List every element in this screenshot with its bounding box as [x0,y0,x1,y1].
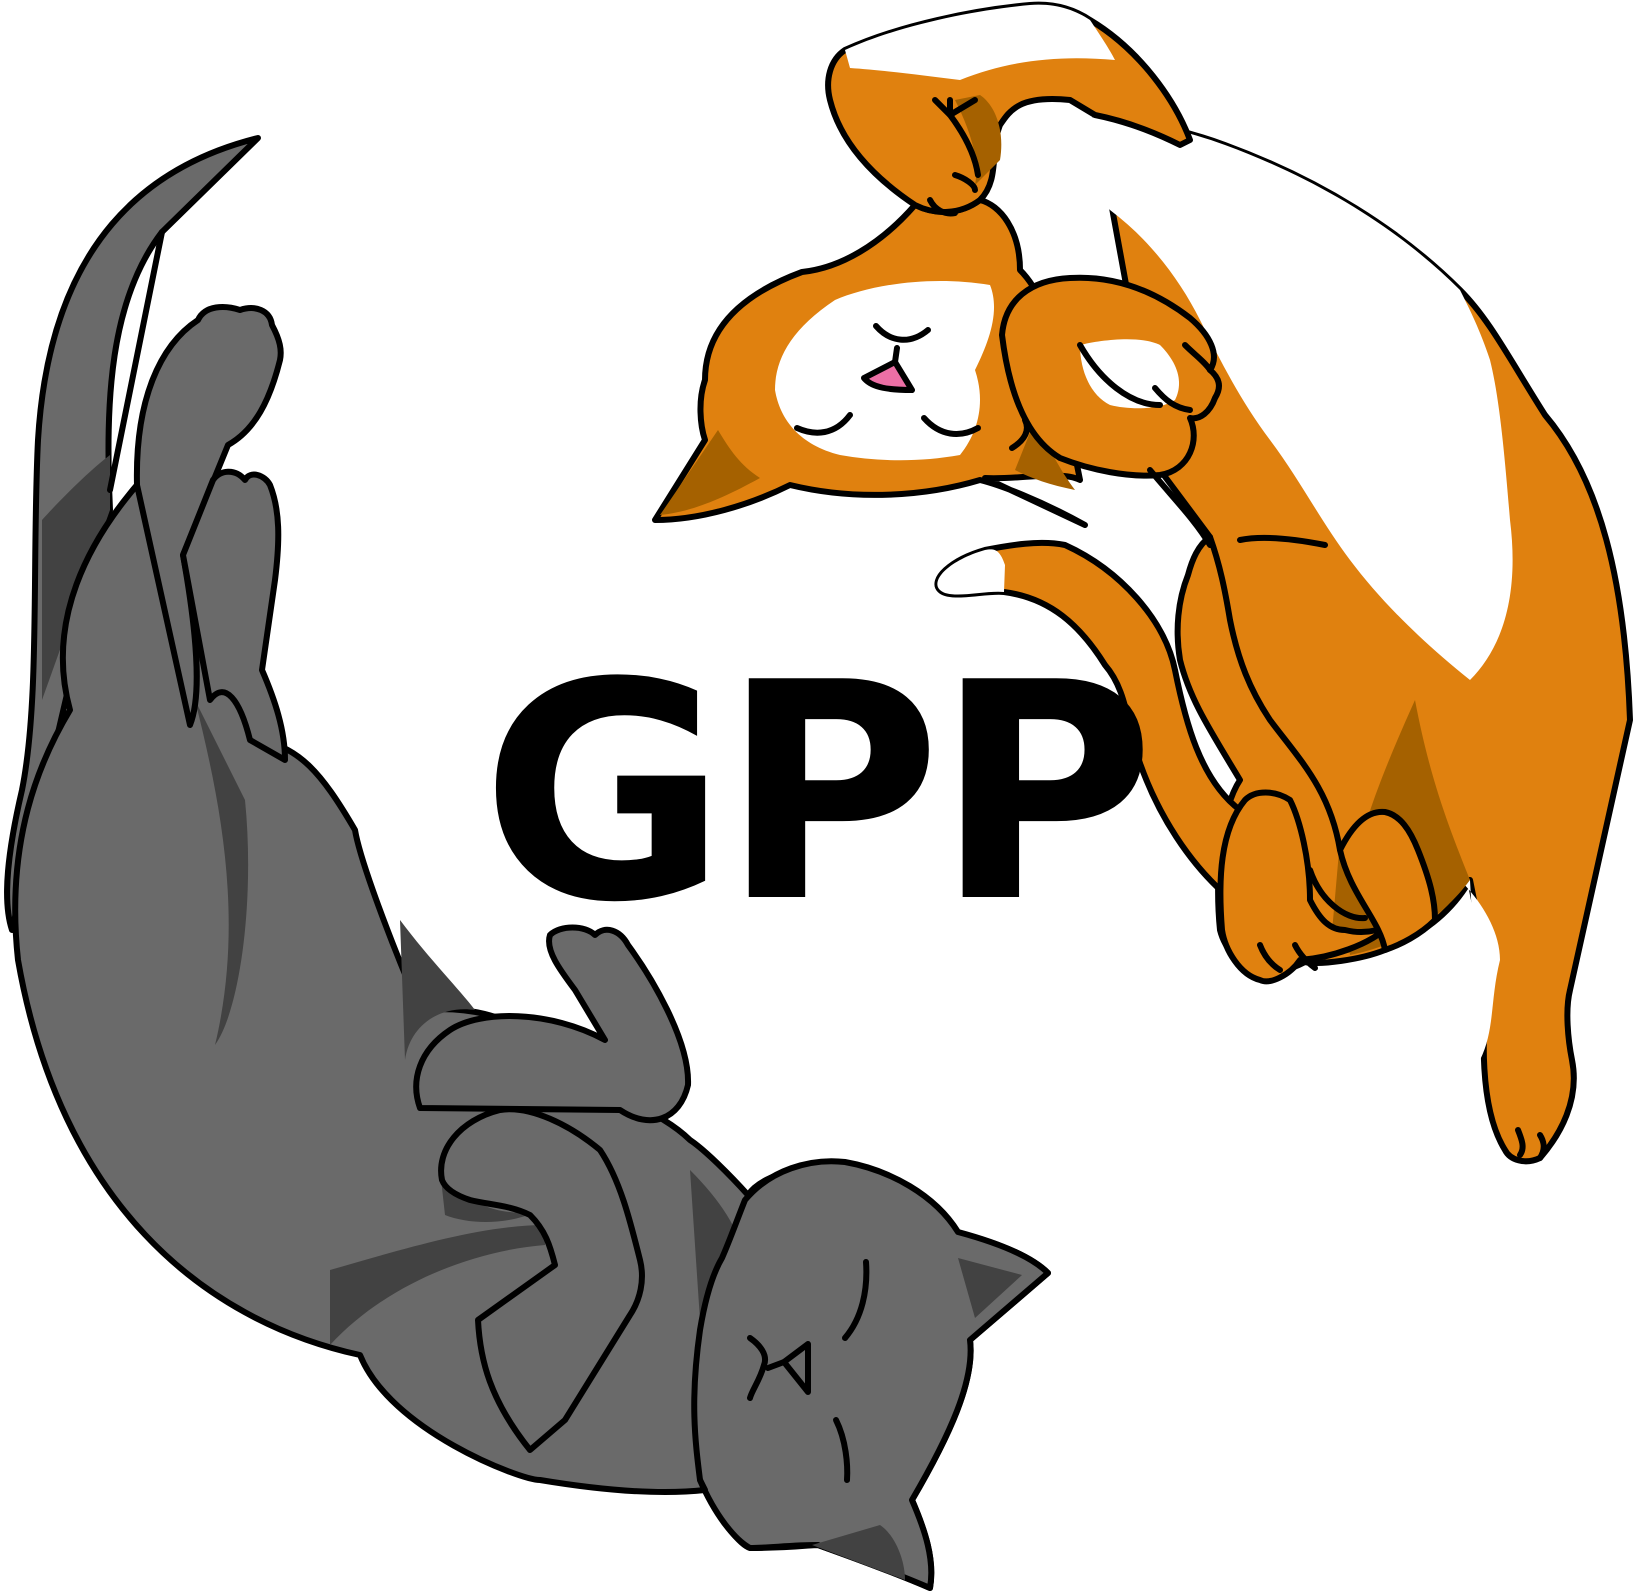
orange-cat-cheek-whisker [1009,417,1030,451]
gray-cat-eye-lower [833,1417,851,1483]
logo-text: GPP [481,619,1149,968]
gray-cat-tail [4,135,261,933]
orange-cat-eye-upper [873,323,931,343]
gray-cat-illustration [4,135,1051,1591]
gray-cat-ear-bottom [812,1525,905,1580]
orange-cat-eye-right [921,415,981,437]
orange-cat-paw-bottom-2 [1337,808,1438,953]
gray-cat-mouth-1 [747,1335,768,1401]
orange-cat-illustration [652,1,1633,1165]
gray-cat-leg-middle [180,468,288,763]
gray-cat-paw-crossed-2 [413,924,692,1124]
orange-cat-eye-left [794,412,853,436]
orange-cat-back-leg [1207,534,1343,853]
orange-cat-nose [861,359,915,393]
orange-cat-leg-line [1147,467,1213,548]
gray-cat-nose [781,1341,811,1395]
gray-cat-head [691,1158,1051,1591]
gray-cat-ear-top [958,1258,1022,1318]
gray-cat-eye-upper [842,1259,870,1341]
orange-cat-tail-toes [1515,1127,1547,1161]
